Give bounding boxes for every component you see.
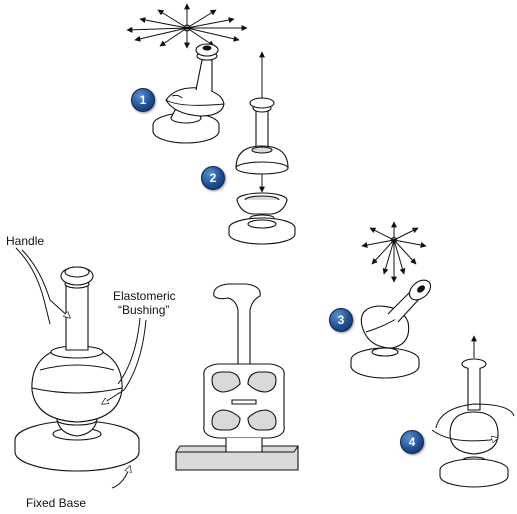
step-badge-4: 4 bbox=[400, 430, 424, 454]
step-badge-3: 3 bbox=[329, 308, 353, 332]
bushing-label-line1: Elastomeric bbox=[113, 289, 176, 303]
step3-joystick bbox=[350, 279, 432, 379]
step-badge-1: 1 bbox=[131, 88, 155, 112]
handle-label: Handle bbox=[6, 234, 45, 248]
bushing-cross-section bbox=[175, 283, 299, 471]
bushing-label-line2: “Bushing” bbox=[118, 303, 170, 317]
main-joystick bbox=[14, 266, 140, 472]
step3-direction-star bbox=[361, 221, 427, 283]
step-badge-2: 2 bbox=[201, 166, 225, 190]
step4-joystick bbox=[431, 335, 515, 488]
fixed-base-label: Fixed Base bbox=[26, 496, 87, 510]
step2-joystick bbox=[228, 51, 296, 245]
step1-joystick bbox=[152, 43, 225, 144]
step1-direction-star bbox=[126, 3, 248, 49]
bushing-pointer bbox=[102, 317, 147, 404]
fixed-base-pointer bbox=[111, 466, 130, 489]
handle-pointer bbox=[15, 247, 70, 325]
